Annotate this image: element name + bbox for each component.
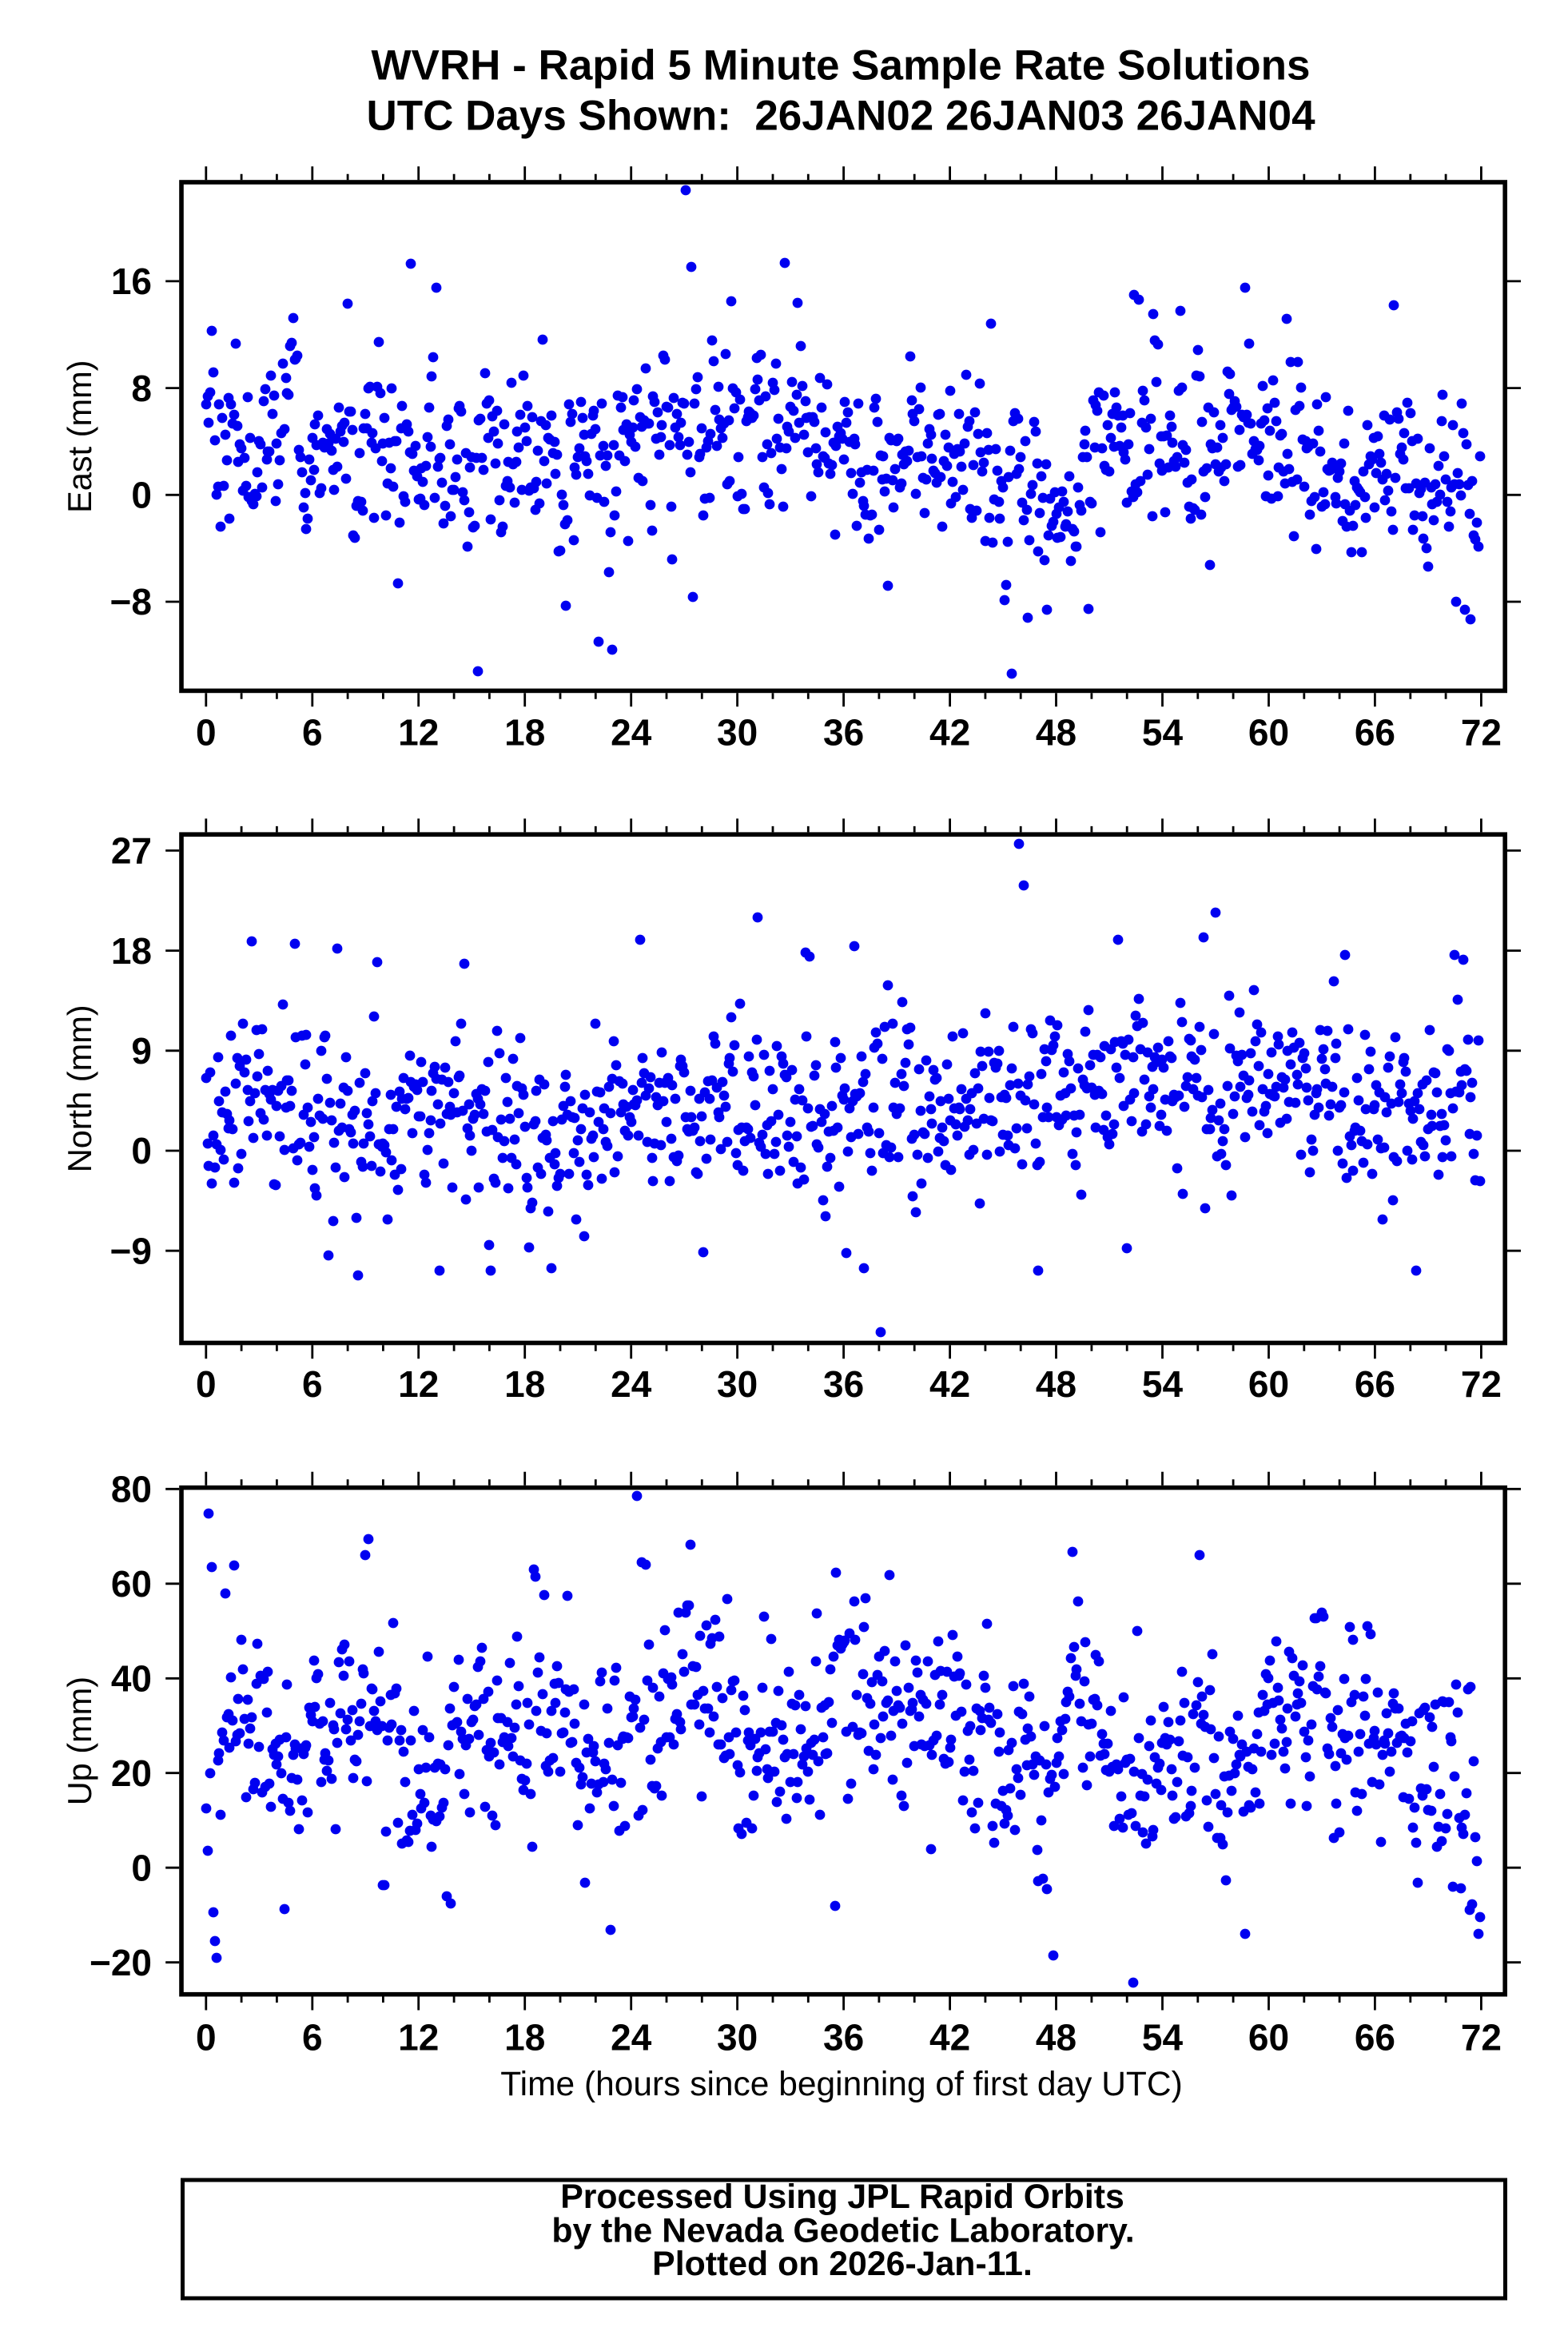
svg-text:8: 8 <box>131 368 152 409</box>
svg-text:6: 6 <box>302 2017 323 2059</box>
svg-text:North (mm): North (mm) <box>61 1004 98 1172</box>
svg-text:42: 42 <box>929 2017 970 2059</box>
svg-text:18: 18 <box>504 1363 545 1405</box>
svg-text:−8: −8 <box>110 581 152 623</box>
svg-text:30: 30 <box>717 2017 758 2059</box>
svg-text:12: 12 <box>398 1363 439 1405</box>
svg-text:80: 80 <box>111 1469 152 1510</box>
svg-text:72: 72 <box>1461 2017 1502 2059</box>
svg-text:WVRH - Rapid 5 Minute Sample R: WVRH - Rapid 5 Minute Sample Rate Soluti… <box>372 42 1311 89</box>
svg-text:24: 24 <box>611 2017 652 2059</box>
svg-text:60: 60 <box>1248 712 1289 754</box>
svg-text:20: 20 <box>111 1752 152 1794</box>
svg-text:54: 54 <box>1142 2017 1184 2059</box>
svg-text:48: 48 <box>1036 712 1077 754</box>
svg-text:12: 12 <box>398 712 439 754</box>
svg-text:27: 27 <box>111 830 152 872</box>
svg-text:0: 0 <box>131 1847 152 1888</box>
svg-text:36: 36 <box>823 1363 864 1405</box>
svg-text:36: 36 <box>823 712 864 754</box>
svg-text:0: 0 <box>196 712 217 754</box>
svg-text:18: 18 <box>504 2017 545 2059</box>
svg-text:Processed Using JPL Rapid Orbi: Processed Using JPL Rapid Orbits <box>560 2178 1124 2216</box>
svg-text:Time (hours since beginning of: Time (hours since beginning of first day… <box>500 2066 1182 2103</box>
svg-text:18: 18 <box>111 930 152 972</box>
svg-text:0: 0 <box>131 475 152 516</box>
svg-text:−9: −9 <box>110 1230 152 1271</box>
svg-text:by the Nevada Geodetic Laborat: by the Nevada Geodetic Laboratory. <box>551 2211 1134 2250</box>
svg-text:Up (mm): Up (mm) <box>61 1677 98 1805</box>
svg-text:30: 30 <box>717 712 758 754</box>
svg-text:18: 18 <box>504 712 545 754</box>
svg-text:East (mm): East (mm) <box>61 360 98 513</box>
svg-text:6: 6 <box>302 712 323 754</box>
svg-text:12: 12 <box>398 2017 439 2059</box>
svg-text:48: 48 <box>1036 1363 1077 1405</box>
svg-text:42: 42 <box>929 712 970 754</box>
svg-text:48: 48 <box>1036 2017 1077 2059</box>
svg-text:0: 0 <box>196 2017 217 2059</box>
svg-text:66: 66 <box>1355 712 1395 754</box>
svg-text:0: 0 <box>131 1130 152 1172</box>
svg-text:16: 16 <box>111 261 152 302</box>
svg-text:60: 60 <box>111 1563 152 1605</box>
svg-text:6: 6 <box>302 1363 323 1405</box>
svg-text:60: 60 <box>1248 2017 1289 2059</box>
svg-text:9: 9 <box>131 1030 152 1072</box>
svg-text:60: 60 <box>1248 1363 1289 1405</box>
svg-text:72: 72 <box>1461 1363 1502 1405</box>
svg-text:54: 54 <box>1142 1363 1184 1405</box>
svg-text:UTC Days Shown: 26JAN02 26JAN: UTC Days Shown: 26JAN02 26JAN03 26JAN04 <box>366 93 1315 140</box>
svg-text:36: 36 <box>823 2017 864 2059</box>
svg-text:42: 42 <box>929 1363 970 1405</box>
svg-text:24: 24 <box>611 712 652 754</box>
svg-text:40: 40 <box>111 1658 152 1700</box>
svg-text:24: 24 <box>611 1363 652 1405</box>
svg-text:66: 66 <box>1355 2017 1395 2059</box>
svg-text:Plotted on 2026-Jan-11.: Plotted on 2026-Jan-11. <box>652 2245 1033 2283</box>
svg-text:72: 72 <box>1461 712 1502 754</box>
svg-text:−20: −20 <box>90 1942 152 1983</box>
svg-text:0: 0 <box>196 1363 217 1405</box>
svg-text:30: 30 <box>717 1363 758 1405</box>
svg-text:66: 66 <box>1355 1363 1395 1405</box>
svg-text:54: 54 <box>1142 712 1184 754</box>
